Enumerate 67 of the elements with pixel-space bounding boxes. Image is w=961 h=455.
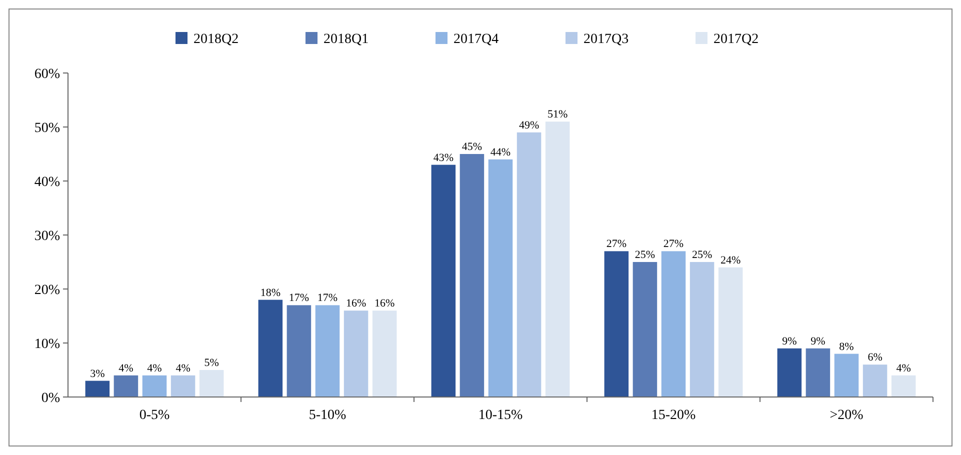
- bar: [199, 370, 224, 397]
- data-label: 17%: [317, 292, 338, 304]
- bar: [718, 267, 743, 397]
- data-label: 16%: [346, 298, 366, 310]
- data-label: 9%: [810, 335, 826, 348]
- data-label: 43%: [433, 152, 454, 164]
- bar: [545, 122, 570, 397]
- x-tick-label: 10-15%: [478, 408, 523, 423]
- bar: [286, 305, 312, 397]
- data-label: 16%: [374, 298, 395, 310]
- bar: [862, 364, 888, 397]
- y-tick-label: 0%: [41, 390, 60, 406]
- legend-label: 2017Q4: [454, 32, 499, 47]
- bar: [488, 159, 513, 397]
- legend-label: 2017Q3: [584, 32, 629, 47]
- data-label: 3%: [90, 368, 105, 380]
- legend-label: 2018Q2: [194, 32, 239, 47]
- x-tick-label: 0-5%: [139, 408, 170, 423]
- bar: [777, 348, 802, 397]
- bar: [114, 375, 138, 397]
- bar: [431, 164, 456, 397]
- data-label: 25%: [692, 249, 712, 261]
- bar: [142, 375, 167, 397]
- data-label: 27%: [663, 238, 684, 250]
- data-label: 4%: [176, 362, 190, 374]
- bar: [834, 354, 859, 397]
- data-label: 51%: [547, 108, 568, 121]
- data-label: 44%: [490, 146, 511, 158]
- x-tick-label: 15-20%: [651, 408, 696, 423]
- bar: [85, 380, 110, 397]
- bar: [690, 262, 714, 397]
- x-tick-label: 5-10%: [308, 408, 346, 423]
- data-label: 49%: [518, 119, 540, 132]
- data-label: 9%: [782, 335, 797, 348]
- data-label: 5%: [204, 357, 219, 369]
- legend-label: 2018Q1: [324, 32, 369, 47]
- legend-label: 2017Q2: [714, 32, 759, 47]
- y-tick-label: 60%: [34, 66, 60, 82]
- y-tick-label: 50%: [34, 120, 60, 136]
- data-label: 45%: [462, 141, 482, 153]
- bar: [661, 251, 686, 397]
- data-label: 27%: [606, 238, 627, 250]
- bar: [170, 375, 196, 397]
- y-tick-label: 40%: [34, 174, 60, 190]
- data-label: 18%: [260, 286, 281, 299]
- y-tick-label: 30%: [34, 228, 60, 244]
- bar: [315, 305, 340, 397]
- data-label: 6%: [868, 352, 882, 364]
- bar: [891, 375, 916, 397]
- data-label: 4%: [147, 362, 162, 374]
- data-label: 8%: [839, 340, 854, 353]
- bar: [344, 310, 368, 397]
- data-label: 25%: [634, 249, 656, 261]
- bar: [460, 154, 484, 397]
- bar: [632, 262, 658, 397]
- y-tick-label: 20%: [34, 282, 60, 298]
- data-label: 17%: [288, 292, 310, 304]
- bar: [258, 300, 283, 397]
- data-label: 4%: [118, 362, 134, 374]
- data-label: 4%: [896, 362, 911, 374]
- bar: [372, 310, 397, 397]
- x-tick-label: >20%: [830, 408, 864, 423]
- bar: [604, 251, 629, 397]
- bar: [516, 132, 542, 397]
- bar: [806, 348, 830, 397]
- data-label: 24%: [720, 254, 741, 266]
- y-tick-label: 10%: [34, 336, 60, 352]
